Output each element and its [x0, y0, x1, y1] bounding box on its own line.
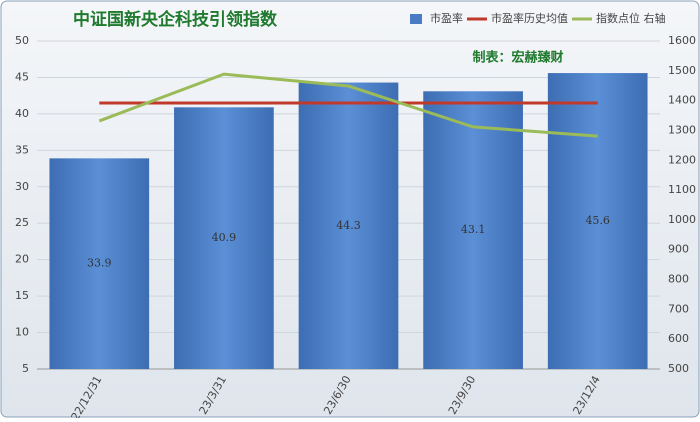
y2-tick-label: 800 — [668, 273, 689, 286]
y2-tick-label: 900 — [668, 243, 689, 256]
y-tick-label: 45 — [15, 70, 29, 83]
legend-swatch — [410, 14, 422, 24]
bar — [49, 158, 150, 369]
y2-tick-label: 700 — [668, 302, 689, 315]
y2-tick-label: 1000 — [668, 213, 696, 226]
y2-tick-label: 1600 — [668, 34, 696, 47]
y2-tick-label: 600 — [668, 332, 689, 345]
bar — [298, 82, 399, 370]
annotation: 制表：宏赫臻财 — [472, 50, 563, 66]
y-tick-label: 5 — [22, 362, 29, 375]
y2-tick-label: 1300 — [668, 123, 696, 136]
y2-tick-label: 1500 — [668, 64, 696, 77]
chart-title: 中证国新央企科技引领指数 — [73, 9, 278, 30]
y-tick-label: 35 — [15, 143, 29, 156]
value-label: 45.6 — [585, 214, 610, 227]
y-tick-label: 10 — [15, 326, 29, 339]
y-tick-label: 40 — [15, 107, 29, 120]
legend-label: 市盈率 — [430, 11, 463, 25]
y2-tick-label: 1200 — [668, 153, 696, 166]
bar — [423, 91, 523, 369]
value-label: 43.1 — [461, 223, 486, 236]
legend-label: 指数点位 右轴 — [596, 11, 666, 25]
y-tick-label: 50 — [15, 34, 29, 47]
value-label: 40.9 — [212, 231, 237, 244]
y2-tick-label: 1100 — [668, 183, 696, 196]
legend-label: 市盈率历史均值 — [491, 11, 568, 25]
y-tick-label: 15 — [15, 289, 29, 302]
y2-tick-label: 500 — [668, 362, 689, 375]
y2-tick-label: 1400 — [668, 94, 696, 107]
y-tick-label: 30 — [15, 180, 29, 193]
value-label: 44.3 — [336, 219, 361, 232]
line-series — [98, 72, 598, 138]
bar — [174, 107, 274, 369]
y-tick-label: 20 — [15, 253, 29, 266]
y-tick-label: 25 — [15, 216, 29, 229]
bar — [547, 73, 648, 370]
value-label: 33.9 — [87, 257, 112, 270]
